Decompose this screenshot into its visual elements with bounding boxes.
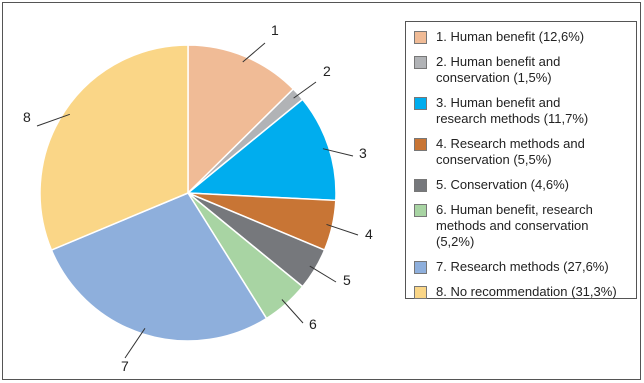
leader-line-6	[281, 299, 304, 324]
leader-line-2	[293, 81, 317, 99]
legend-label-line: 6. Human benefit, research	[436, 202, 593, 217]
chart-frame: 1 2 3 4 5 6 7 8 1. Human benefit (12,6%) 2. Huma…	[2, 2, 641, 380]
legend-label-line: 5. Conservation (4,6%)	[436, 177, 569, 192]
legend-label-line: research methods (11,7%)	[436, 111, 589, 126]
legend-label-line: conservation (1,5%)	[436, 70, 552, 85]
legend-swatch-1	[414, 31, 427, 44]
legend-label-line: 1. Human benefit (12,6%)	[436, 29, 585, 44]
legend-label-line: 2. Human benefit and	[436, 54, 561, 69]
legend-label-2: 2. Human benefit and conservation (1,5%)	[436, 54, 634, 86]
legend-label-7: 7. Research methods (27,6%)	[436, 259, 634, 275]
legend-label-4: 4. Research methods and conservation (5,5…	[436, 136, 634, 168]
legend-label-line: 3. Human benefit and	[436, 95, 561, 110]
legend-label-3: 3. Human benefit and research methods (11…	[436, 95, 634, 127]
legend-label-1: 1. Human benefit (12,6%)	[436, 29, 634, 45]
legend-label-line: conservation (5,5%)	[436, 152, 552, 167]
slice-label-4: 4	[365, 226, 373, 242]
pie-slice-3	[186, 98, 337, 202]
legend-label-6: 6. Human benefit, research methods and co…	[436, 202, 634, 250]
pie-slice-1	[187, 44, 295, 195]
legend-swatch-7	[414, 261, 427, 274]
slice-label-7: 7	[121, 358, 129, 374]
legend-label-8: 8. No recommendation (31,3%)	[436, 284, 634, 300]
slice-label-2: 2	[323, 63, 331, 79]
legend-label-line: 8. No recommendation (31,3%)	[436, 284, 617, 299]
legend-label-5: 5. Conservation (4,6%)	[436, 177, 634, 193]
legend-label-line: methods and conservation	[436, 218, 589, 233]
legend-swatch-2	[414, 56, 427, 69]
leader-line-1	[242, 42, 266, 63]
slice-label-8: 8	[23, 109, 31, 125]
slice-label-1: 1	[271, 22, 279, 38]
leader-line-4	[326, 223, 359, 236]
pie-slice-8	[39, 44, 189, 252]
legend-label-line: 7. Research methods (27,6%)	[436, 259, 609, 274]
legend-label-line: 4. Research methods and	[436, 136, 585, 151]
legend-swatch-8	[414, 286, 427, 299]
leader-line-3	[322, 148, 354, 157]
pie-chart: 1 2 3 4 5 6 7 8	[23, 22, 373, 374]
legend-swatch-3	[414, 97, 427, 110]
legend-swatch-5	[414, 179, 427, 192]
legend-swatch-6	[414, 204, 427, 217]
legend: 1. Human benefit (12,6%) 2. Human benefit…	[405, 21, 637, 299]
pie-slice-7	[50, 192, 268, 342]
slice-label-3: 3	[359, 145, 367, 161]
legend-swatch-4	[414, 138, 427, 151]
leader-line-7	[124, 328, 146, 359]
legend-label-line: (5,2%)	[436, 234, 475, 249]
slice-label-5: 5	[343, 272, 351, 288]
leader-line-8	[36, 113, 70, 127]
leader-line-5	[309, 265, 337, 283]
slice-label-6: 6	[309, 316, 317, 332]
